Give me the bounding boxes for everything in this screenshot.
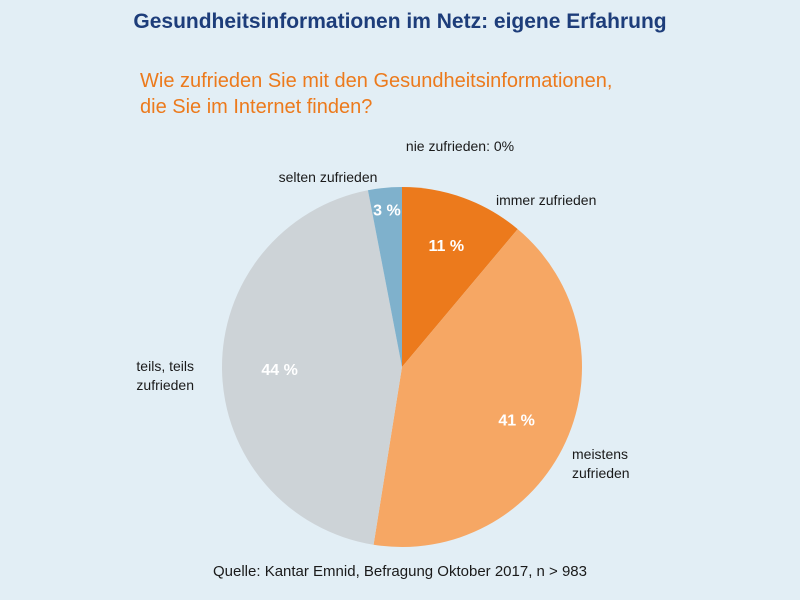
slice-category-label: immer zufrieden (496, 192, 596, 208)
category-label-line: zufrieden (136, 377, 194, 393)
chart-title: Gesundheitsinformationen im Netz: eigene… (133, 10, 667, 33)
pie-slice (221, 190, 402, 545)
pie-slices (221, 187, 583, 548)
subtitle-line-1: Wie zufrieden Sie mit den Gesundheitsinf… (140, 70, 613, 92)
pie-category-labels: nie zufrieden: 0% immer zufrieden meistens… (136, 138, 629, 481)
slice-value-label: 11 % (429, 238, 465, 255)
category-label-line: zufrieden (572, 465, 630, 481)
slice-value-label: 44 % (261, 362, 297, 379)
source-note: Quelle: Kantar Emnid, Befragung Oktober … (213, 563, 587, 580)
category-label-line: teils, teils (136, 358, 194, 374)
pie-slice (373, 229, 583, 548)
slice-value-label: 3 % (373, 202, 401, 219)
category-label-line: immer zufrieden (496, 192, 596, 208)
subtitle-line-2: die Sie im Internet finden? (140, 96, 373, 118)
pie-slice (367, 187, 402, 367)
category-label-line: meistens (572, 446, 628, 462)
slice-category-label: teils, teils zufrieden (136, 358, 194, 393)
chart-subtitle: Wie zufrieden Sie mit den Gesundheitsinf… (140, 68, 760, 120)
pie-value-labels: 11 % 41 % 44 % 3 % (261, 202, 534, 429)
pie-slice (402, 187, 518, 367)
slice-category-label: meistens zufrieden (572, 446, 630, 481)
slice-value-label: 41 % (498, 412, 534, 429)
category-label-line: selten zufrieden (279, 169, 378, 185)
slice-category-label: nie zufrieden: 0% (406, 138, 514, 154)
category-label-line: nie zufrieden: 0% (406, 138, 514, 154)
slice-category-label: selten zufrieden (279, 169, 378, 185)
